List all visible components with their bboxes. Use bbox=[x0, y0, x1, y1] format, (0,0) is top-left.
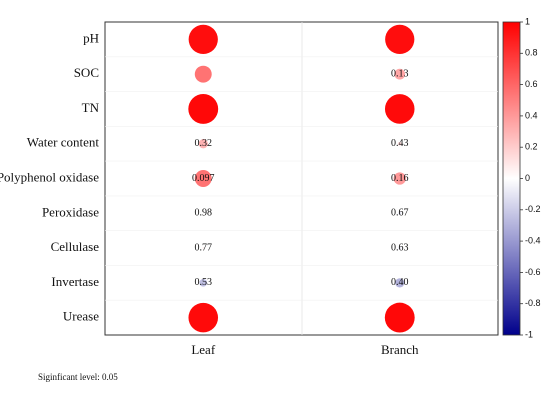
colorbar-tick-label: -0.6 bbox=[525, 267, 541, 277]
colorbar bbox=[502, 21, 521, 336]
correlation-circle bbox=[188, 24, 218, 55]
correlation-circle bbox=[398, 246, 402, 250]
p-value-label: 0.67 bbox=[391, 208, 409, 219]
correlation-circle bbox=[188, 94, 219, 124]
column-label: Branch bbox=[381, 342, 419, 357]
row-label: Water content bbox=[27, 135, 100, 150]
colorbar-tick-label: 0.8 bbox=[525, 48, 538, 58]
correlation-circle bbox=[194, 65, 212, 83]
correlation-circle bbox=[202, 247, 205, 249]
correlation-circle bbox=[198, 139, 208, 149]
colorbar-tick-label: 1 bbox=[525, 16, 530, 26]
p-value-label: 0.16 bbox=[391, 173, 409, 184]
p-value-label: 0.43 bbox=[391, 138, 409, 149]
correlation-circle bbox=[202, 212, 204, 214]
p-value-label: 0.77 bbox=[195, 242, 213, 253]
row-label: pH bbox=[83, 30, 99, 45]
p-value-label: 0.53 bbox=[195, 277, 213, 288]
colorbar-tick-label: 0.6 bbox=[525, 79, 538, 89]
p-value-label: 0.32 bbox=[195, 138, 213, 149]
row-label: Polyphenol oxidase bbox=[0, 169, 99, 184]
row-label: TN bbox=[82, 100, 100, 115]
correlation-circle bbox=[397, 141, 402, 146]
correlation-circle bbox=[199, 278, 208, 287]
colorbar-tick-label: 0.4 bbox=[525, 110, 538, 120]
colorbar-tick-label: 0.2 bbox=[525, 142, 538, 152]
correlation-circle bbox=[395, 278, 405, 288]
colorbar-tick-label: -0.8 bbox=[525, 298, 541, 308]
correlation-circle bbox=[384, 94, 415, 124]
row-label: Invertase bbox=[51, 274, 99, 289]
significance-note: Siginficant level: 0.05 bbox=[38, 372, 118, 382]
correlation-circle bbox=[385, 24, 415, 55]
colorbar-tick-label: 0 bbox=[525, 173, 530, 183]
plot-frame bbox=[104, 21, 499, 336]
correlation-circle bbox=[194, 170, 212, 187]
p-value-label: 0.13 bbox=[391, 68, 409, 79]
colorbar-tick-label: -1 bbox=[525, 329, 533, 339]
correlation-circle bbox=[384, 302, 415, 333]
row-label: SOC bbox=[74, 65, 99, 80]
colorbar-tick-label: -0.4 bbox=[525, 235, 541, 245]
column-label: Leaf bbox=[191, 342, 215, 357]
correlation-circle bbox=[398, 211, 402, 215]
colorbar-tick-label: -0.2 bbox=[525, 204, 541, 214]
row-label: Peroxidase bbox=[42, 204, 99, 219]
row-label: Cellulase bbox=[51, 239, 100, 254]
p-value-label: 0.63 bbox=[391, 242, 409, 253]
correlation-circle bbox=[393, 172, 406, 185]
p-value-label: 0.097 bbox=[192, 173, 215, 184]
correlation-circle bbox=[188, 302, 219, 333]
p-value-label: 0.40 bbox=[391, 277, 409, 288]
p-value-label: 0.98 bbox=[195, 208, 213, 219]
row-label: Urease bbox=[63, 309, 99, 324]
correlation-circle bbox=[394, 68, 406, 80]
